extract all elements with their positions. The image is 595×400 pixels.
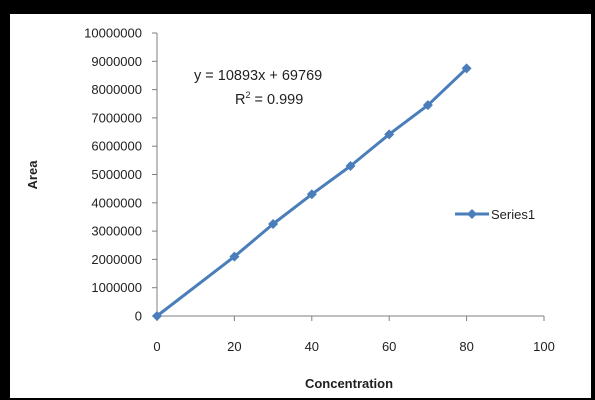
r-squared-superscript: 2 xyxy=(245,90,250,100)
y-tick-label: 5000000 xyxy=(91,167,142,182)
data-point-marker xyxy=(306,189,317,200)
y-tick-label: 1000000 xyxy=(91,280,142,295)
legend-marker xyxy=(467,209,477,219)
y-tick-label: 8000000 xyxy=(91,82,142,97)
y-tick-label: 6000000 xyxy=(91,139,142,154)
r-squared-symbol: R xyxy=(235,92,245,108)
y-tick-label: 4000000 xyxy=(91,195,142,210)
trendline-equation: y = 10893x + 69769 xyxy=(194,68,322,84)
r-squared-value: = 0.999 xyxy=(251,92,304,108)
data-point-marker xyxy=(152,311,162,321)
x-tick-label: 100 xyxy=(533,339,555,354)
data-point-marker xyxy=(268,219,279,230)
y-tick-label: 2000000 xyxy=(91,252,142,267)
y-tick-label: 0 xyxy=(135,309,142,324)
data-point-marker xyxy=(229,251,240,262)
y-tick-label: 3000000 xyxy=(91,224,142,239)
x-tick-label: 0 xyxy=(153,339,160,354)
data-point-marker xyxy=(422,100,433,111)
y-tick-label: 10000000 xyxy=(84,26,142,41)
y-tick-label: 7000000 xyxy=(91,110,142,125)
data-point-marker xyxy=(384,129,395,140)
x-axis-title: Concentration xyxy=(305,376,393,391)
y-tick-label: 9000000 xyxy=(91,54,142,69)
data-point-marker xyxy=(345,161,356,172)
legend: Series1 xyxy=(455,207,535,222)
x-tick-label: 60 xyxy=(382,339,396,354)
data-point-marker xyxy=(461,63,472,74)
x-tick-label: 80 xyxy=(459,339,473,354)
x-tick-label: 40 xyxy=(305,339,319,354)
x-tick-label: 20 xyxy=(227,339,241,354)
series-line xyxy=(156,67,468,318)
y-axis-title: Area xyxy=(25,160,40,190)
legend-label: Series1 xyxy=(491,207,535,222)
r-squared-label: R2 = 0.999 xyxy=(235,90,303,108)
